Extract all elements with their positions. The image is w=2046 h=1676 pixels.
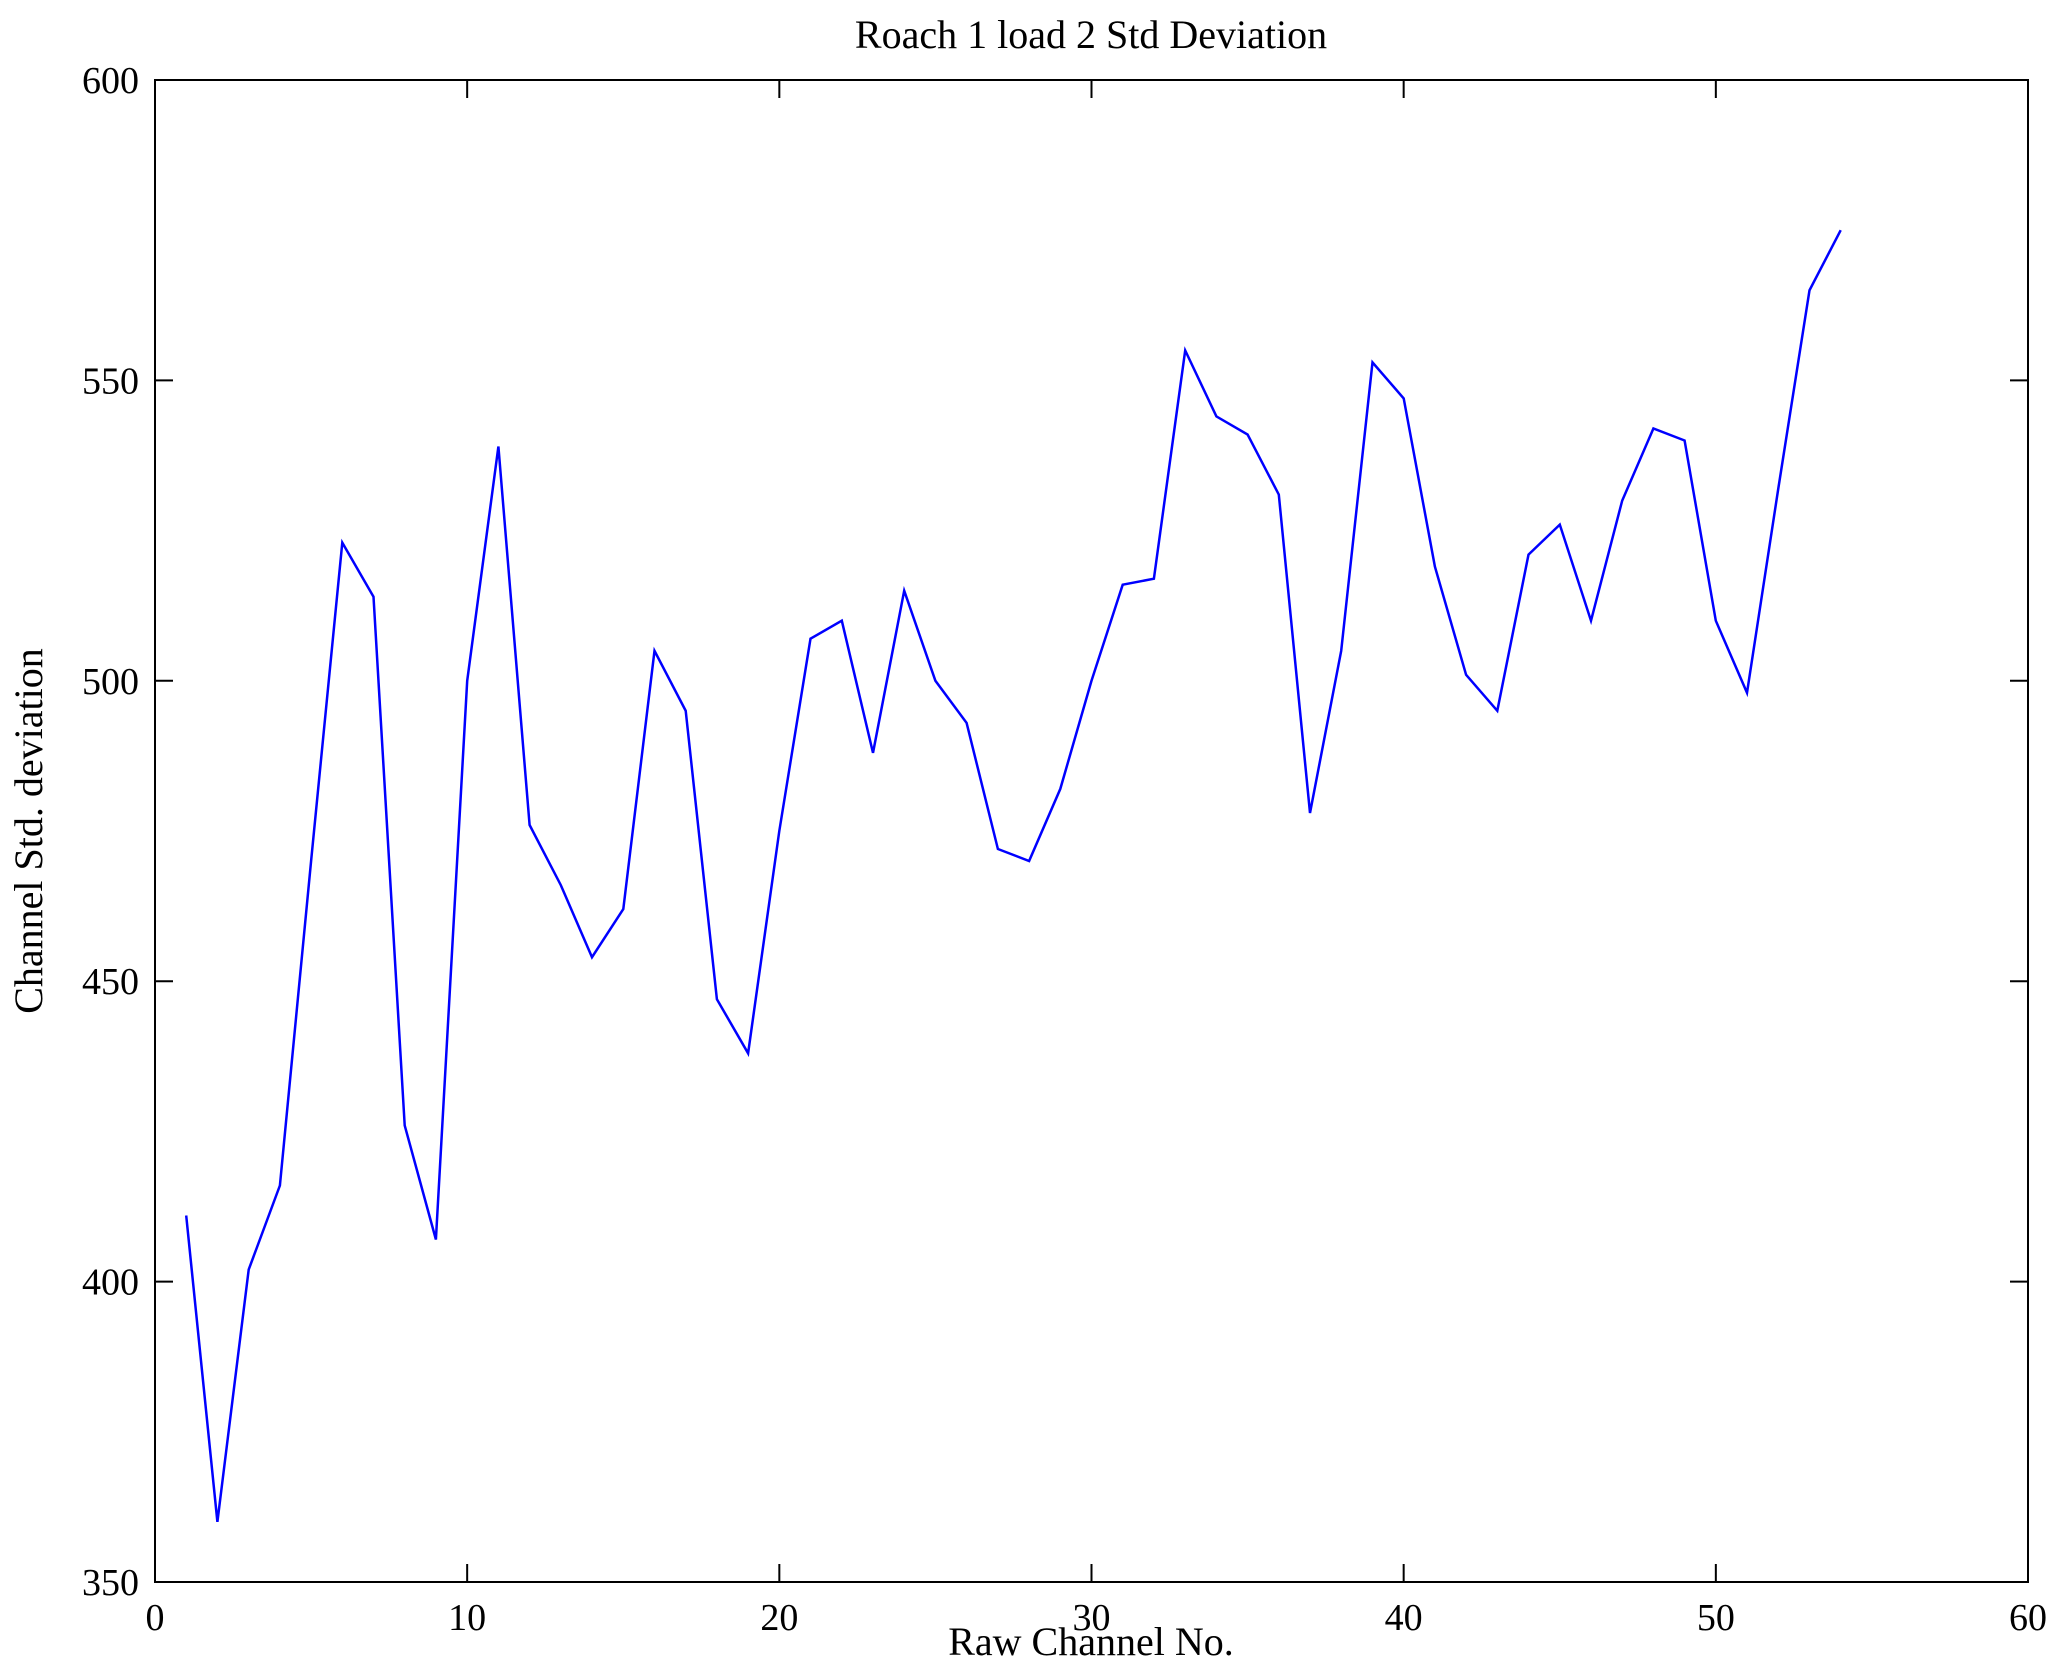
x-tick-label: 50 bbox=[1697, 1597, 1735, 1639]
x-tick-label: 30 bbox=[1073, 1597, 1111, 1639]
data-line bbox=[184, 229, 1842, 1523]
y-tick-label: 450 bbox=[82, 961, 139, 1003]
y-tick-label: 400 bbox=[82, 1262, 139, 1304]
y-tick-label: 500 bbox=[82, 661, 139, 703]
y-axis-label: Channel Std. deviation bbox=[6, 648, 51, 1014]
y-tick-label: 350 bbox=[82, 1562, 139, 1604]
x-tick-label: 40 bbox=[1385, 1597, 1423, 1639]
x-axis-label: Raw Channel No. bbox=[948, 1619, 1234, 1664]
x-tick-label: 20 bbox=[760, 1597, 798, 1639]
chart-title: Roach 1 load 2 Std Deviation bbox=[855, 12, 1327, 57]
plot-border bbox=[154, 79, 2029, 1583]
ticks-layer: 0 10 20 30 40 50 60 350 400 450 500 550 600 bbox=[82, 60, 2046, 1639]
x-tick-label: 0 bbox=[146, 1597, 165, 1639]
y-tick-label: 600 bbox=[82, 60, 139, 102]
x-tick-label: 10 bbox=[448, 1597, 486, 1639]
y-tick-label: 550 bbox=[82, 360, 139, 402]
x-tick-label: 60 bbox=[2009, 1597, 2046, 1639]
